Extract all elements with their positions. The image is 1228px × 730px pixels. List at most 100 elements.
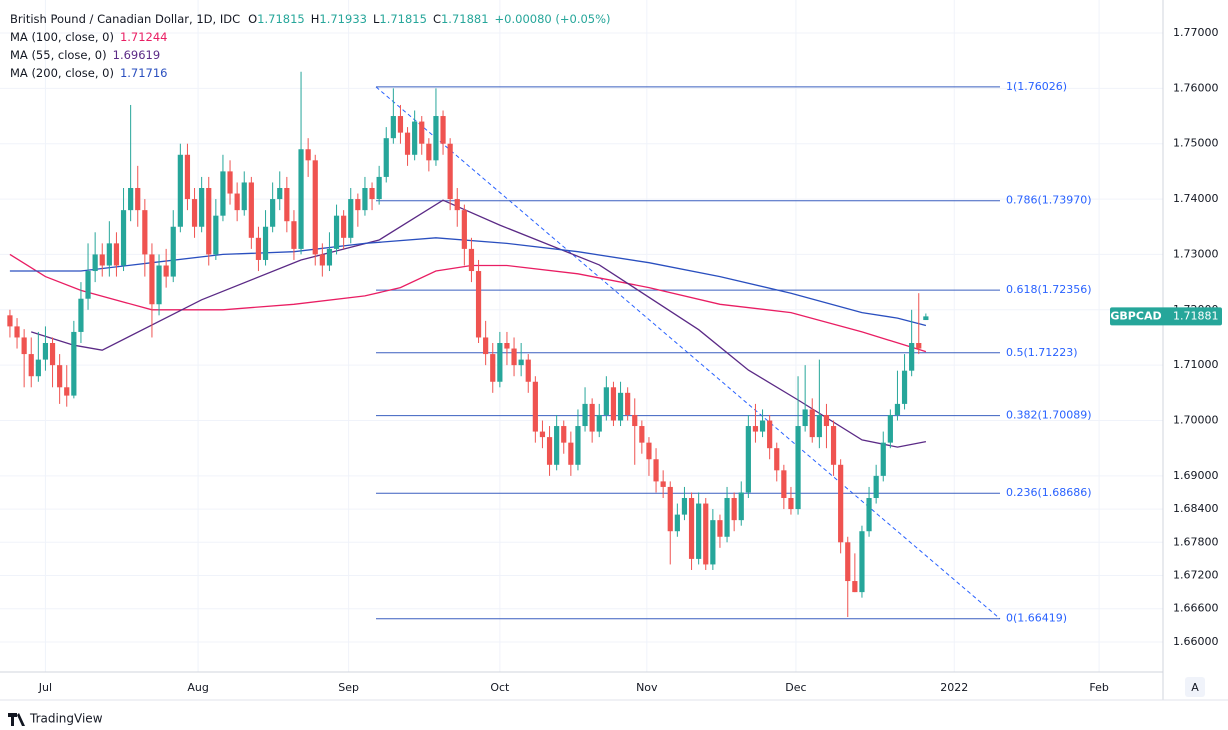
y-tick-label: 1.69000 bbox=[1173, 469, 1219, 482]
symbol-tag bbox=[1110, 307, 1222, 326]
y-tick-label: 1.73000 bbox=[1173, 247, 1219, 260]
candle-body bbox=[873, 475, 879, 499]
candle-body bbox=[610, 387, 617, 421]
candle-body bbox=[859, 531, 865, 593]
legend-row: British Pound / Canadian Dollar, 1D, IDC… bbox=[10, 12, 611, 26]
candle-body bbox=[483, 337, 489, 355]
y-tick-label: 1.66000 bbox=[1173, 635, 1219, 648]
candle-body bbox=[674, 514, 680, 532]
ohlc-value: 1.71881 bbox=[441, 12, 489, 26]
legend-row: MA (55, close, 0) 1.69619 bbox=[10, 48, 160, 62]
y-tick-label: 1.71000 bbox=[1173, 358, 1219, 371]
candle-body bbox=[632, 414, 638, 427]
moving-average-line bbox=[9, 253, 927, 353]
candle-body bbox=[277, 187, 283, 200]
candle-body bbox=[433, 116, 439, 161]
candle-body bbox=[369, 187, 375, 200]
candle-body bbox=[809, 409, 815, 438]
candle-body bbox=[504, 343, 510, 349]
legend-value: 1.71244 bbox=[120, 30, 168, 44]
candle-body bbox=[767, 420, 773, 449]
candle-body bbox=[419, 121, 425, 144]
candle-body bbox=[191, 199, 198, 227]
candle-body bbox=[525, 359, 531, 382]
candle-body bbox=[170, 226, 176, 277]
candle-body bbox=[852, 581, 858, 593]
fib-level-label: 0(1.66419) bbox=[1006, 612, 1067, 625]
candle-body bbox=[923, 316, 929, 321]
candle-body bbox=[568, 442, 574, 465]
candle-body bbox=[603, 387, 609, 415]
candle-body bbox=[255, 237, 262, 260]
candle-body bbox=[646, 442, 652, 460]
candle-body bbox=[397, 116, 404, 133]
auto-scale-button[interactable] bbox=[1185, 677, 1205, 697]
candle-body bbox=[113, 243, 120, 266]
candle-body bbox=[71, 331, 77, 396]
candle-body bbox=[582, 403, 588, 427]
candle-body bbox=[390, 116, 396, 139]
brand-name: TradingView bbox=[29, 712, 103, 726]
candle-body bbox=[490, 354, 496, 382]
candle-body bbox=[156, 265, 162, 305]
legend-name: MA (55, close, 0) bbox=[10, 48, 107, 62]
fib-level-label: 0.382(1.70089) bbox=[1006, 409, 1092, 422]
x-tick-label: Nov bbox=[636, 681, 658, 694]
candle-body bbox=[199, 187, 205, 227]
y-tick-label: 1.67800 bbox=[1173, 535, 1219, 548]
candle-body bbox=[404, 132, 411, 155]
candle-body bbox=[518, 359, 524, 366]
candle-body bbox=[901, 370, 908, 404]
candle-body bbox=[894, 403, 901, 415]
candle-body bbox=[220, 171, 226, 216]
candle-body bbox=[539, 431, 546, 438]
candle-body bbox=[241, 182, 247, 211]
candle-body bbox=[703, 503, 709, 565]
candle-body bbox=[554, 426, 560, 465]
candle-body bbox=[724, 498, 730, 537]
legend-row: MA (200, close, 0) 1.71716 bbox=[10, 66, 168, 80]
candle-body bbox=[412, 121, 418, 155]
candle-body bbox=[788, 498, 794, 510]
y-tick-label: 1.77000 bbox=[1173, 26, 1219, 39]
candle-body bbox=[667, 486, 673, 532]
candle-body bbox=[28, 354, 34, 377]
candle-body bbox=[291, 221, 297, 249]
candle-body bbox=[781, 470, 787, 499]
candle-body bbox=[461, 210, 467, 249]
candle-body bbox=[468, 248, 475, 272]
candle-body bbox=[759, 420, 766, 432]
candle-body bbox=[546, 437, 553, 465]
fib-level-label: 0.618(1.72356) bbox=[1006, 283, 1092, 296]
candle-body bbox=[845, 542, 851, 582]
candle-body bbox=[575, 426, 581, 465]
ohlc-value: 1.71815 bbox=[257, 12, 305, 26]
candle-body bbox=[426, 143, 432, 161]
y-tick-label: 1.74000 bbox=[1173, 192, 1219, 205]
candle-body bbox=[454, 199, 460, 211]
candle-body bbox=[475, 271, 482, 338]
candle-body bbox=[333, 215, 340, 249]
price-change: +0.00080 (+0.05%) bbox=[495, 12, 611, 26]
auto-scale-label[interactable]: A bbox=[1191, 681, 1199, 694]
candle-body bbox=[447, 143, 453, 200]
ohlc-key: C bbox=[433, 12, 441, 26]
candle-body bbox=[596, 414, 602, 432]
candle-body bbox=[21, 337, 27, 355]
y-tick-label: 1.67200 bbox=[1173, 569, 1219, 582]
legend-row: MA (100, close, 0) 1.71244 bbox=[10, 30, 168, 44]
candle-body bbox=[35, 359, 41, 377]
ohlc-value: 1.71815 bbox=[379, 12, 427, 26]
x-tick-label: Feb bbox=[1089, 681, 1108, 694]
candle-body bbox=[653, 459, 659, 482]
candle-body bbox=[710, 520, 716, 565]
candle-body bbox=[85, 271, 91, 299]
candle-body bbox=[99, 254, 105, 266]
legend-name: MA (100, close, 0) bbox=[10, 30, 114, 44]
x-tick-label: Dec bbox=[785, 681, 806, 694]
candle-body bbox=[57, 365, 63, 388]
candle-body bbox=[838, 464, 844, 543]
legend-value: 1.71716 bbox=[120, 66, 168, 80]
candle-body bbox=[142, 210, 148, 255]
